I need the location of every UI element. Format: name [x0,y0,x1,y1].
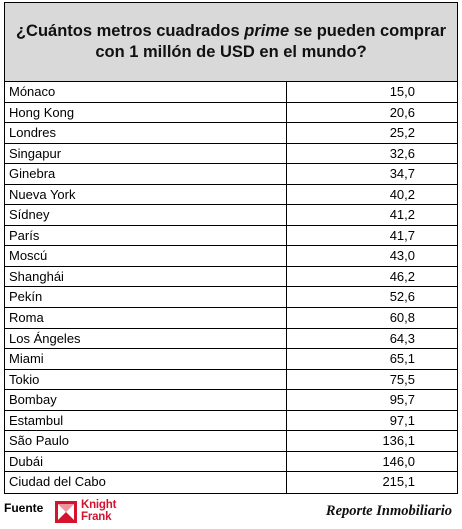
value-cell: 46,2 [286,266,457,287]
title-text-end: se pueden comprar con 1 millón de USD en… [95,22,447,61]
city-cell: Mónaco [9,84,56,99]
city-cell: Sídney [9,207,50,223]
value-cell: 41,7 [286,225,457,246]
city-cell: Tokio [9,371,40,387]
city-cell: Miami [9,351,44,367]
knight-frank-logo-text: Knight Frank [81,499,116,523]
value-cell: 32,6 [286,143,457,164]
value-cell: 65,1 [286,349,457,369]
city-cell: Shanghái [9,268,64,284]
table-row: Shanghái 46,2 [5,266,457,288]
table-row: Mónaco 15,0 [5,82,457,103]
value-cell: 40,2 [286,184,457,205]
city-cell: Roma [9,310,44,326]
city-cell: Londres [9,125,56,141]
value-cell: 20,6 [286,102,457,123]
title-emphasis: prime [244,22,290,40]
table-row: Moscú 43,0 [5,246,457,267]
table-row: Roma 60,8 [5,308,457,329]
brand-name: Reporte Inmobiliario [325,503,452,519]
table-row: Sídney 41,2 [5,205,457,226]
value-cell: 52,6 [286,287,457,308]
table-row: Ciudad del Cabo 215,1 [5,472,457,493]
table-row: Tokio 75,5 [5,369,457,391]
table-row: Ginebra 34,7 [5,164,457,185]
value-cell: 15,0 [286,82,457,102]
city-cell: São Paulo [9,433,69,449]
city-cell: Ciudad del Cabo [9,474,106,490]
table-row: Londres 25,2 [5,123,457,144]
table-body: Mónaco 15,0 Hong Kong 20,6 Londres 25,2 Singap… [5,82,457,493]
value-cell: 43,0 [286,246,457,266]
table-row: París 41,7 [5,225,457,247]
city-cell: Moscú [9,248,48,264]
source-label: Fuente [4,501,44,515]
city-cell: Nueva York [9,186,76,202]
value-cell: 215,1 [286,472,457,493]
city-cell: Singapur [9,145,62,161]
city-cell: Ginebra [9,166,56,182]
table-row: Miami 65,1 [5,349,457,370]
table-row: Pekín 52,6 [5,287,457,309]
knight-frank-logo-icon [55,501,77,523]
city-cell: Hong Kong [9,104,75,120]
table-row: Estambul 97,1 [5,410,457,432]
city-cell: Pekín [9,289,43,305]
city-cell: Estambul [9,412,64,428]
value-cell: 34,7 [286,164,457,184]
value-cell: 97,1 [286,410,457,431]
city-cell: Bombay [9,392,57,408]
table-row: Hong Kong 20,6 [5,102,457,124]
value-cell: 75,5 [286,369,457,390]
table-row: Singapur 32,6 [5,143,457,165]
value-cell: 25,2 [286,123,457,143]
value-cell: 60,8 [286,308,457,328]
city-cell: Dubái [9,453,43,469]
table-row: São Paulo 136,1 [5,431,457,452]
table-row: Bombay 95,7 [5,390,457,411]
table-title: ¿Cuántos metros cuadrados prime se puede… [5,3,457,82]
value-cell: 64,3 [286,328,457,349]
table-row: Los Ángeles 64,3 [5,328,457,350]
value-cell: 136,1 [286,431,457,451]
logo-line-1: Knight [81,499,117,511]
title-text-start: ¿Cuántos metros cuadrados [15,22,245,40]
city-cell: Los Ángeles [9,330,81,346]
data-table: ¿Cuántos metros cuadrados prime se puede… [4,2,458,494]
table-row: Dubái 146,0 [5,451,457,473]
value-cell: 146,0 [286,451,457,472]
footer: Fuente Knight Frank Reporte Inmobiliario [0,498,462,529]
table-row: Nueva York 40,2 [5,184,457,206]
value-cell: 41,2 [286,205,457,225]
logo-line-2: Frank [81,511,112,523]
city-cell: París [9,227,40,243]
value-cell: 95,7 [286,390,457,410]
